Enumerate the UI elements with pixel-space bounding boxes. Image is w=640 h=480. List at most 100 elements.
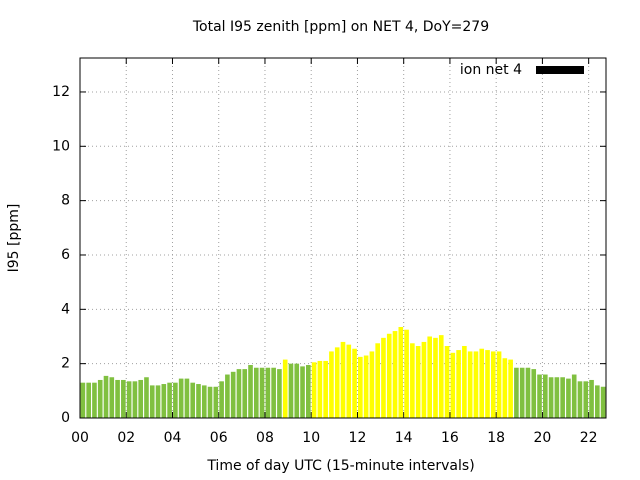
x-tick-label: 20 [534,430,552,446]
bar [277,369,282,418]
x-tick-label: 22 [580,430,598,446]
bar [444,346,450,418]
bar [595,385,600,418]
bar [178,378,184,418]
y-tick-label: 0 [61,410,70,426]
chart-title: Total I95 zenith [ppm] on NET 4, DoY=279 [192,19,489,35]
bar [334,347,340,418]
bar [514,367,519,418]
bar [282,359,288,418]
bar [496,351,502,418]
bar [531,369,537,418]
bar [149,385,155,418]
bar [161,384,167,418]
plot-frame [79,57,607,419]
bar [415,346,421,418]
x-tick-label: 06 [210,430,228,446]
bar [542,374,548,418]
bar [167,382,172,418]
bar [230,371,236,418]
bar [288,363,294,418]
bar [456,350,461,418]
bar [109,377,115,418]
bar [450,352,456,418]
bar [248,365,253,418]
bar [329,351,334,418]
y-tick-label: 10 [52,138,70,154]
bar [126,381,132,418]
bar [583,381,589,418]
bar [121,379,126,418]
legend-label: ion net 4 [460,62,522,78]
bar [259,367,265,418]
bar [265,367,271,418]
bar [184,378,190,418]
bar [433,337,438,418]
bar [138,379,144,418]
bar [375,343,380,418]
y-tick-label: 8 [61,193,70,209]
bar [589,379,594,418]
bar [346,344,352,418]
bar [381,337,386,418]
bar [363,355,369,418]
x-tick-label: 00 [71,430,89,446]
bar [207,386,213,418]
bar [92,382,97,418]
bar [201,385,207,418]
x-tick-label: 04 [164,430,182,446]
bar [173,382,178,418]
x-tick-label: 10 [302,430,320,446]
bar [490,351,496,418]
bar [421,341,427,418]
bar [155,385,161,418]
bar [132,381,138,418]
bar [577,381,583,418]
y-tick-label: 4 [61,301,70,317]
bar [352,348,357,418]
bar [479,348,485,418]
bar [525,367,531,418]
bar [473,351,479,418]
bar [115,379,120,418]
bar [300,366,305,418]
x-tick-label: 18 [487,430,505,446]
bar [144,377,149,418]
bar [548,377,554,418]
x-axis-label: Time of day UTC (15-minute intervals) [206,458,474,474]
bar [508,359,513,418]
x-tick-label: 08 [256,430,274,446]
bar [369,351,375,418]
bar [253,367,259,418]
bar [554,377,560,418]
bar [317,360,323,418]
x-tick-label: 12 [349,430,367,446]
bar [485,350,490,418]
bar [225,374,230,418]
bar [519,367,525,418]
bar [410,343,415,418]
bar [560,377,565,418]
bar [271,367,276,418]
bar [386,333,392,418]
x-tick-label: 16 [441,430,459,446]
bar [537,374,542,418]
bar [392,331,398,418]
bar [427,336,433,418]
y-tick-label: 2 [61,356,70,372]
bar [438,335,444,418]
bar [190,382,196,418]
bar [97,379,103,418]
y-tick-label: 12 [52,84,70,100]
bar [467,351,473,418]
bar [219,381,224,418]
bar [358,356,363,418]
bar [571,374,577,418]
bar [86,382,91,418]
bar [462,346,467,418]
bar [294,363,300,418]
bar [306,365,311,418]
bar [242,369,248,418]
bar [213,386,219,418]
